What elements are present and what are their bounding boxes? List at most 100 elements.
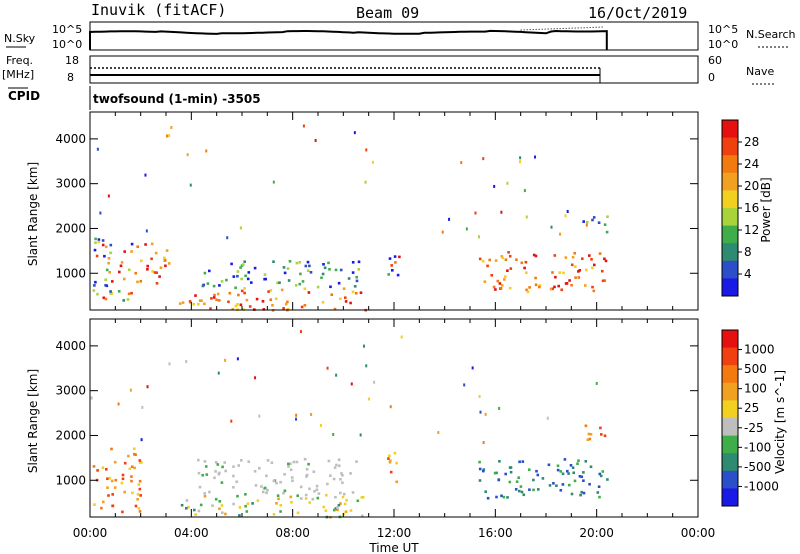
data-cell — [580, 490, 583, 494]
data-cell — [326, 482, 329, 486]
power-panel: 4000 3000 2000 1000 Slant Range [km] — [26, 111, 699, 312]
data-cell — [238, 506, 242, 509]
data-cell — [282, 307, 285, 310]
data-cell — [337, 458, 341, 462]
power-frame — [89, 111, 699, 311]
data-cell — [524, 260, 528, 264]
data-cell — [204, 465, 208, 468]
data-cell — [150, 257, 153, 261]
data-cell — [321, 301, 325, 304]
data-cell — [577, 270, 580, 273]
xtick-label: 16:00 — [478, 526, 513, 540]
data-cell — [520, 261, 524, 265]
data-cell — [528, 468, 531, 471]
data-cell — [564, 214, 567, 218]
data-cell — [126, 298, 130, 301]
data-cell — [225, 278, 228, 282]
power-colorbar-tick-label: 16 — [744, 201, 759, 215]
data-cell — [178, 302, 182, 305]
data-cell — [582, 491, 586, 495]
data-cell — [236, 357, 239, 361]
data-cell — [355, 275, 358, 279]
data-cell — [317, 492, 321, 495]
data-cell — [279, 504, 283, 507]
data-cell — [280, 288, 284, 292]
data-cell — [289, 468, 293, 472]
xaxis-title: Time UT — [368, 541, 419, 554]
velocity-colorbar-tick-label: -25 — [744, 421, 764, 435]
data-cell — [199, 503, 203, 507]
data-cell — [371, 160, 374, 164]
power-colorbar-segment — [722, 155, 738, 174]
data-cell — [290, 500, 293, 504]
data-cell — [102, 296, 106, 300]
velocity-colorbar-segment — [722, 400, 738, 419]
data-cell — [315, 488, 319, 492]
data-cell — [591, 285, 594, 289]
data-cell — [105, 468, 108, 471]
data-cell — [574, 265, 577, 268]
data-cell — [137, 507, 141, 510]
data-cell — [532, 488, 535, 492]
data-cell — [514, 488, 518, 491]
data-cell — [263, 486, 267, 490]
data-cell — [523, 266, 526, 270]
velocity-xticks — [89, 319, 699, 517]
data-cell — [504, 275, 507, 278]
data-cell — [206, 282, 210, 285]
data-cell — [606, 478, 609, 481]
nsky-trace — [89, 29, 608, 50]
data-cell — [312, 470, 316, 473]
xtick-label: 00:00 — [73, 526, 108, 540]
data-cell — [576, 462, 579, 465]
data-cell — [482, 468, 486, 471]
data-cell — [232, 465, 235, 468]
data-cell — [573, 251, 576, 255]
power-colorbar-segment — [722, 208, 738, 227]
data-cell — [593, 263, 596, 267]
velocity-colorbar-segment — [722, 330, 738, 349]
data-cell — [577, 459, 580, 462]
data-cell — [234, 304, 238, 308]
data-cell — [393, 451, 397, 455]
data-cell — [127, 292, 131, 296]
data-cell — [117, 402, 120, 406]
data-cell — [495, 471, 498, 475]
data-cell — [150, 242, 154, 246]
data-cell — [166, 134, 169, 138]
data-cell — [278, 281, 281, 284]
data-cell — [344, 510, 348, 513]
data-cell — [569, 464, 573, 467]
data-cell — [389, 405, 392, 409]
data-cell — [329, 474, 332, 477]
data-cell — [266, 488, 269, 492]
data-cell — [251, 502, 254, 505]
power-colorbar-label: Power [dB] — [759, 177, 773, 242]
data-cell — [552, 482, 555, 485]
data-cell — [578, 475, 582, 478]
data-cell — [559, 232, 562, 236]
data-cell — [243, 260, 246, 263]
data-cell — [272, 260, 275, 263]
data-cell — [582, 220, 585, 223]
velocity-colorbar-segment — [722, 470, 738, 489]
data-cell — [272, 180, 275, 184]
data-cell — [518, 160, 521, 164]
data-cell — [586, 220, 589, 224]
data-cell — [556, 464, 560, 468]
data-cell — [208, 490, 211, 494]
data-cell — [521, 460, 525, 463]
data-cell — [448, 217, 451, 221]
velocity-colorbar-tick-label: 100 — [744, 382, 767, 396]
data-cell — [578, 269, 582, 272]
data-cell — [269, 289, 273, 292]
power-data-cells — [92, 124, 609, 312]
data-cell — [163, 258, 167, 262]
data-cell — [104, 278, 107, 282]
data-cell — [306, 260, 310, 264]
data-cell — [144, 243, 147, 246]
data-cell — [217, 472, 221, 476]
data-cell — [215, 298, 218, 302]
data-cell — [584, 284, 587, 287]
data-cell — [93, 284, 96, 287]
